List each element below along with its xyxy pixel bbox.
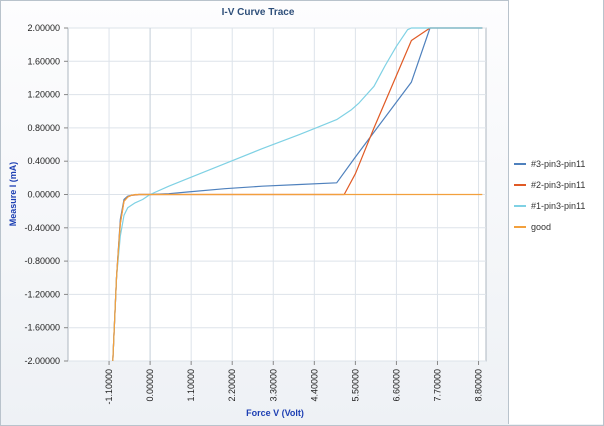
legend-item: #3-pin3-pin11: [514, 156, 585, 172]
y-tick-label: 0.80000: [27, 123, 60, 133]
legend-swatch: [514, 205, 526, 207]
x-tick-label: 8.80000: [474, 369, 484, 402]
legend-swatch: [514, 184, 526, 186]
y-tick-label: 0.40000: [27, 156, 60, 166]
series-line-4: [112, 193, 483, 362]
ticks: 2.00000 1.60000 1.20000 0.80000 0.40000 0.000…: [24, 23, 483, 405]
y-tick-label: 1.20000: [27, 90, 60, 100]
legend-swatch: [514, 163, 526, 165]
legend-label: #3-pin3-pin11: [531, 159, 586, 169]
legend-swatch: [514, 226, 526, 228]
y-tick-label: -0.40000: [24, 223, 60, 233]
y-tick-label: -1.20000: [24, 289, 60, 299]
series-layer: [112, 27, 483, 362]
series-line-3: [112, 27, 483, 362]
x-tick-label: 3.30000: [268, 369, 278, 402]
legend-label: #2-pin3-pin11: [531, 180, 586, 190]
legend-item: good: [514, 219, 551, 235]
legend-item: #1-pin3-pin11: [514, 198, 585, 214]
x-tick-label: 5.50000: [350, 369, 360, 402]
x-axis-title: Force V (Volt): [246, 408, 304, 418]
x-tick-label: 6.60000: [391, 369, 401, 402]
legend-label: good: [531, 222, 552, 232]
legend-label: #1-pin3-pin11: [531, 201, 586, 211]
x-tick-label: 7.70000: [432, 369, 442, 402]
y-tick-label: -1.60000: [24, 323, 60, 333]
x-tick-label: -1.10000: [104, 369, 114, 405]
series-line-1: [112, 27, 483, 362]
y-axis-title: Measure I (mA): [8, 162, 18, 227]
x-tick-label: 4.40000: [309, 369, 319, 402]
y-tick-label: 2.00000: [27, 23, 60, 33]
x-tick-label: 2.20000: [227, 369, 237, 402]
x-tick-label: 0.00000: [145, 369, 155, 402]
x-tick-label: 1.10000: [186, 369, 196, 402]
chart-title: I-V Curve Trace: [222, 7, 295, 18]
y-tick-label: -2.00000: [24, 356, 60, 366]
y-tick-label: 0.00000: [27, 190, 60, 200]
y-tick-label: 1.60000: [27, 56, 60, 66]
y-tick-label: -0.80000: [24, 256, 60, 266]
legend-item: #2-pin3-pin11: [514, 177, 585, 193]
legend: [508, 0, 603, 424]
